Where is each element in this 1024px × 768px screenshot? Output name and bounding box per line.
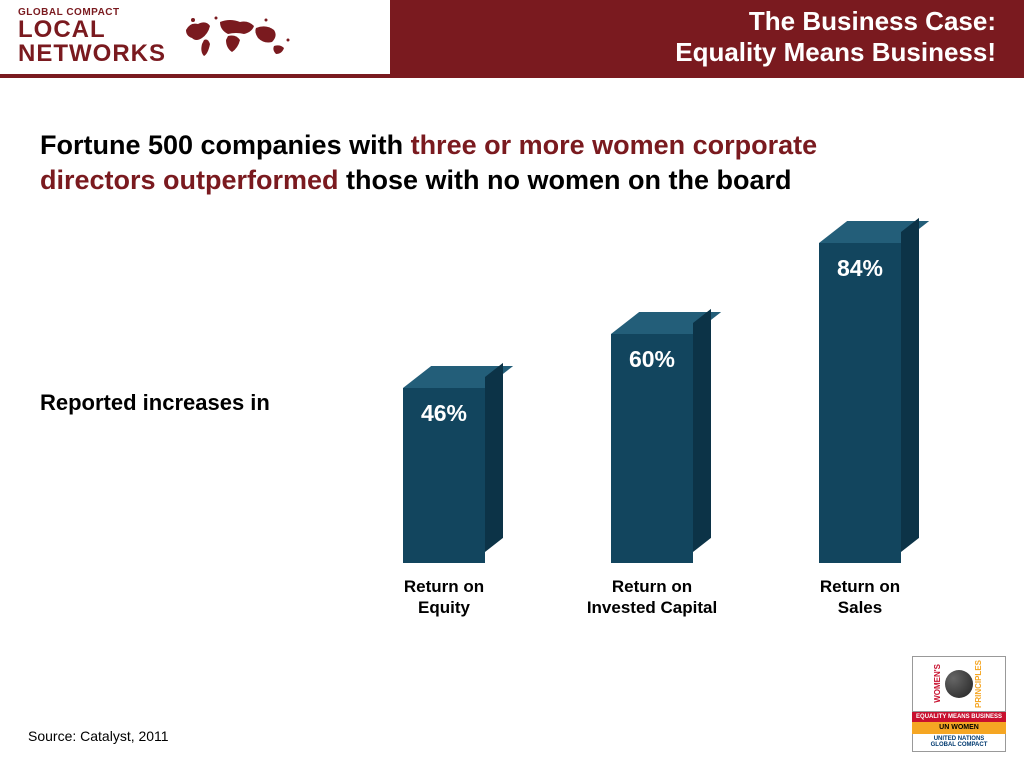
bar-value: 84%: [819, 255, 901, 282]
bar-3d: 60%: [611, 334, 693, 563]
badge-womens: WOMEN'S: [934, 664, 943, 703]
bar-wrap: 84% Return on Sales: [775, 243, 945, 618]
title-line1: The Business Case:: [749, 6, 996, 37]
headline: Fortune 500 companies with three or more…: [40, 128, 830, 198]
badge-strip-unwomen: UN WOMEN: [912, 722, 1006, 734]
bar-value: 46%: [403, 400, 485, 427]
title-line2: Equality Means Business!: [675, 37, 996, 68]
logo-line2: NETWORKS: [18, 42, 166, 66]
headline-part2: those with no women on the board: [346, 165, 792, 195]
chart-side-label: Reported increases in: [40, 390, 320, 456]
bar-side-face: [485, 363, 503, 552]
bar-wrap: 60% Return on Invested Capital: [567, 334, 737, 618]
logo-text: GLOBAL COMPACT LOCAL NETWORKS: [18, 8, 166, 66]
bar-3d: 84%: [819, 243, 901, 563]
bar-side-face: [693, 309, 711, 552]
badge-gc: GLOBAL COMPACT: [931, 742, 988, 748]
logo-line1: LOCAL: [18, 18, 166, 42]
badge-top: WOMEN'S PRINCIPLES: [912, 656, 1006, 712]
header-bar: GLOBAL COMPACT LOCAL NETWORKS The Busine…: [0, 0, 1024, 78]
chart-row: Reported increases in 46% Return on Equit…: [40, 228, 984, 618]
bar-container: 46% Return on Equity 60% Return on Invested…: [320, 243, 984, 618]
bar-label: Return on Invested Capital: [587, 577, 717, 618]
bar-wrap: 46% Return on Equity: [359, 388, 529, 618]
badge-principles: PRINCIPLES: [975, 660, 984, 708]
bar-front-face: 60%: [611, 334, 693, 563]
bar-label: Return on Sales: [820, 577, 900, 618]
bar-front-face: 46%: [403, 388, 485, 563]
bar-value: 60%: [611, 346, 693, 373]
title-bar: The Business Case: Equality Means Busine…: [390, 0, 1024, 74]
badge-strip-ungc: UNITED NATIONS GLOBAL COMPACT: [912, 734, 1006, 752]
content-area: Fortune 500 companies with three or more…: [0, 78, 1024, 618]
bar-3d: 46%: [403, 388, 485, 563]
badge-strip-equality: EQUALITY MEANS BUSINESS: [912, 712, 1006, 723]
bar-side-face: [901, 218, 919, 552]
globe-icon: [945, 670, 973, 698]
headline-part1: Fortune 500 companies with: [40, 130, 411, 160]
badge-un: UNITED NATIONS: [934, 736, 985, 742]
bar-front-face: 84%: [819, 243, 901, 563]
logo-area: GLOBAL COMPACT LOCAL NETWORKS: [0, 0, 390, 74]
wep-badge: WOMEN'S PRINCIPLES EQUALITY MEANS BUSINE…: [912, 656, 1006, 752]
source-citation: Source: Catalyst, 2011: [28, 728, 169, 744]
bar-label: Return on Equity: [404, 577, 484, 618]
world-map-icon: [178, 12, 298, 62]
